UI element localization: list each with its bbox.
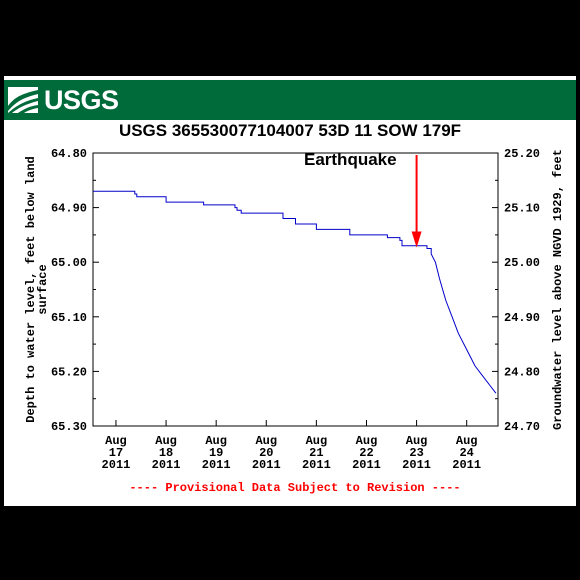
x-tick-label: Aug [205,434,227,448]
series-line [93,190,497,394]
y-tick-label: 65.10 [51,311,87,325]
usgs-wave-icon [8,87,38,113]
usgs-logo[interactable]: USGS [8,84,119,116]
x-tick-label: 2011 [302,458,331,472]
y2-tick-label: 25.20 [504,147,540,161]
x-tick-label: 21 [309,446,323,460]
y-tick-label: 64.80 [51,147,87,161]
chart-frame: USGS USGS 365530077104007 53D 11 SOW 179… [4,76,576,506]
y2-tick-label: 24.90 [504,311,540,325]
earthquake-arrow-head [411,231,422,248]
x-tick-label: 2011 [402,458,431,472]
y-axis-label: Depth to water level, feet below landsur… [24,156,50,422]
x-tick-label: 2011 [152,458,181,472]
earthquake-label: Earthquake [304,150,397,169]
x-tick-label: 17 [109,446,123,460]
x-tick-label: 19 [209,446,223,460]
x-tick-label: 2011 [352,458,381,472]
y-tick-label: 65.30 [51,420,87,434]
x-tick-label: 18 [159,446,173,460]
hydrograph-chart: 64.80 64.90 65.00 65.10 65.20 65.30 25.20 25.10… [24,147,565,495]
provisional-footnote: ---- Provisional Data Subject to Revisio… [129,481,460,495]
usgs-banner: USGS [4,80,576,120]
y2-tick-label: 25.00 [504,256,540,270]
y2-tick-label: 24.80 [504,365,540,379]
x-tick-label: Aug [155,434,177,448]
x-tick-label: 20 [259,446,273,460]
y-tick-label: 64.90 [51,202,87,216]
x-tick-label: 24 [459,446,473,460]
x-tick-label: 2011 [102,458,131,472]
y2-tick-label: 25.10 [504,202,540,216]
x-tick-label: Aug [456,434,478,448]
x-tick-label: Aug [105,434,127,448]
x-tick-label: 2011 [252,458,281,472]
x-tick-label: 23 [409,446,423,460]
x-tick-label: 2011 [452,458,481,472]
y-axis-label-line: Depth to water level, feet below land [24,156,38,422]
plot-area [92,152,499,427]
y-tick-label: 65.00 [51,256,87,270]
x-tick-label: Aug [306,434,328,448]
y2-axis-label: Groundwater level above NGVD 1929, feet [551,149,565,430]
y-axis-label-line: surface [36,264,50,314]
chart-title: USGS 365530077104007 53D 11 SOW 179F [118,121,462,140]
usgs-logo-text: USGS [44,85,119,115]
x-tick-label: 2011 [202,458,231,472]
x-tick-label: Aug [255,434,277,448]
y2-tick-label: 24.70 [504,420,540,434]
x-tick-label: Aug [356,434,378,448]
y-tick-label: 65.20 [51,365,87,379]
x-tick-label: 22 [359,446,373,460]
x-tick-label: Aug [406,434,428,448]
